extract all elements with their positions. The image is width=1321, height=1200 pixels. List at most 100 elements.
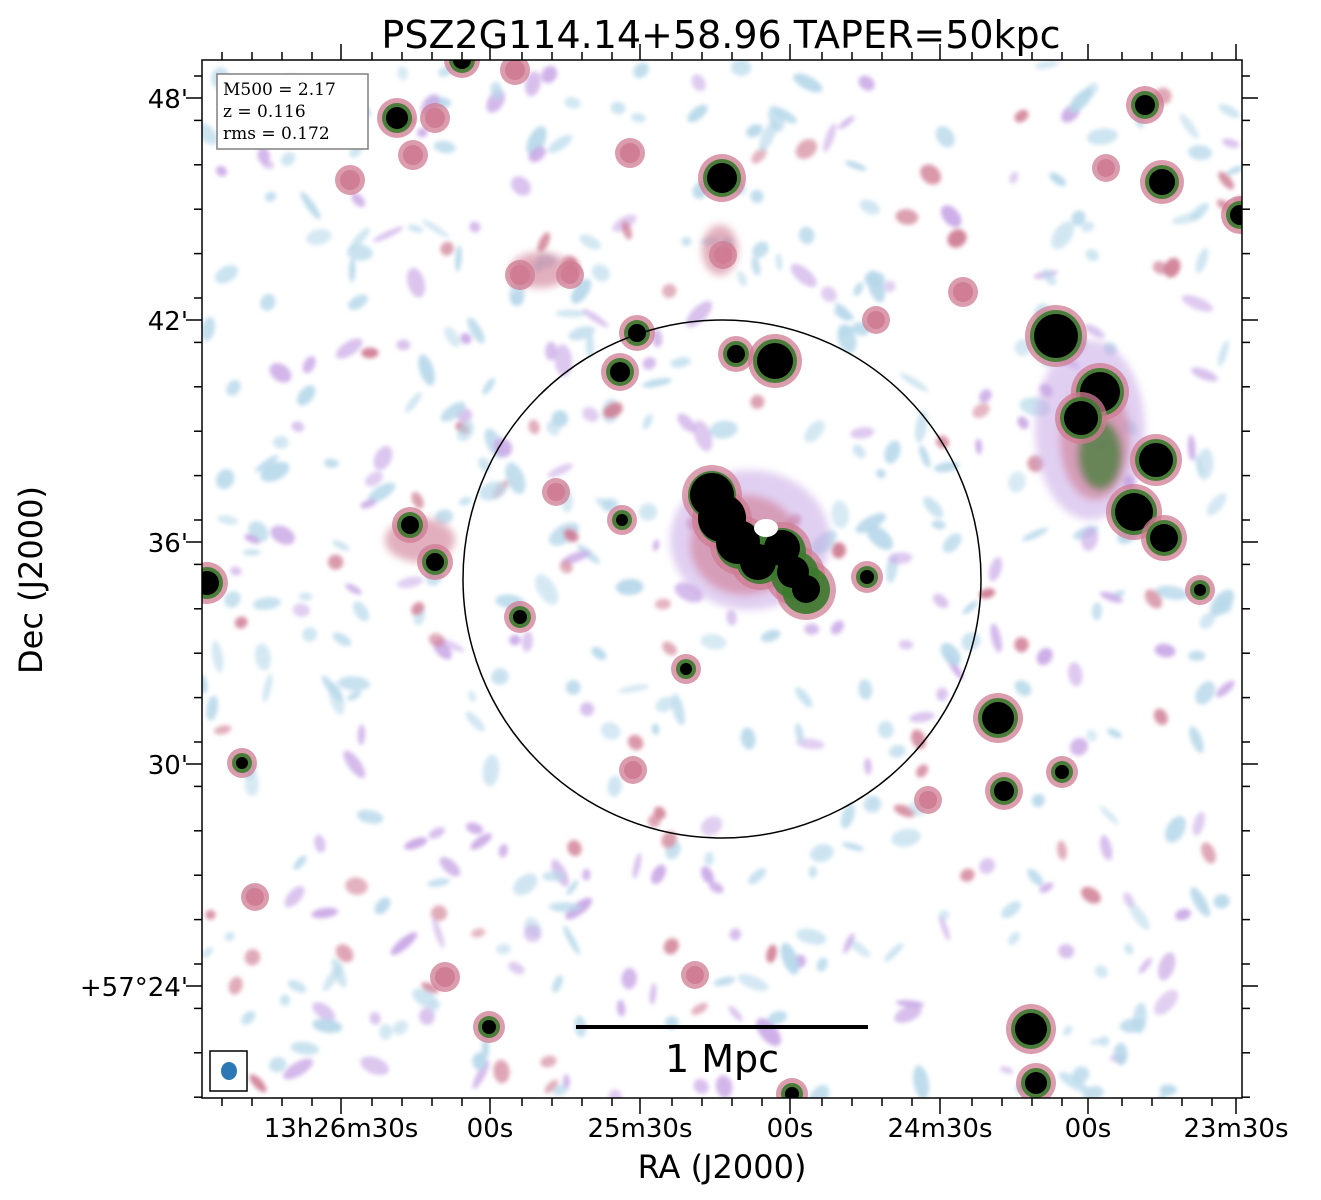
noise-blob bbox=[548, 902, 581, 913]
noise-blob bbox=[1042, 268, 1057, 286]
source-core bbox=[610, 362, 630, 382]
noise-blob bbox=[481, 1038, 490, 1060]
noise-blob bbox=[411, 602, 425, 616]
noise-blob bbox=[740, 727, 756, 750]
noise-blob bbox=[847, 938, 871, 958]
noise-blob bbox=[1022, 527, 1049, 542]
noise-blob bbox=[211, 640, 224, 673]
source-core bbox=[994, 781, 1014, 801]
noise-blob bbox=[608, 1089, 622, 1098]
noise-blob bbox=[932, 593, 949, 609]
noise-blob bbox=[544, 1079, 559, 1094]
noise-blob bbox=[228, 976, 243, 995]
noise-blob bbox=[357, 724, 366, 745]
noise-blob bbox=[850, 427, 875, 439]
noise-blob bbox=[891, 828, 921, 847]
noise-blob bbox=[1158, 952, 1176, 981]
ra-tick-label: 00s bbox=[467, 1114, 514, 1144]
noise-blob bbox=[335, 338, 363, 359]
noise-blob bbox=[373, 445, 393, 471]
noise-blob bbox=[244, 949, 261, 966]
noise-blob bbox=[458, 497, 472, 506]
noise-blob bbox=[935, 126, 955, 148]
noise-blob bbox=[1113, 1042, 1128, 1066]
noise-blob bbox=[482, 754, 500, 787]
noise-blob bbox=[1124, 943, 1134, 955]
noise-blob bbox=[312, 1018, 343, 1033]
noise-blob bbox=[562, 1074, 571, 1089]
noise-blob bbox=[831, 542, 846, 559]
noise-blob bbox=[884, 280, 896, 293]
noise-blob bbox=[471, 928, 486, 938]
noise-blob bbox=[1181, 295, 1214, 312]
noise-blob bbox=[567, 839, 582, 857]
noise-blob bbox=[1195, 681, 1216, 705]
noise-blob bbox=[1086, 729, 1097, 742]
noise-blob bbox=[610, 101, 626, 115]
noise-blob bbox=[709, 881, 724, 894]
noise-blob bbox=[1036, 647, 1053, 666]
noise-blob bbox=[888, 552, 913, 565]
noise-blob bbox=[434, 509, 454, 525]
noise-blob bbox=[229, 566, 242, 576]
noise-blob bbox=[369, 1011, 381, 1025]
axis-ticks bbox=[186, 44, 1258, 1114]
source-core bbox=[1055, 765, 1069, 779]
noise-blob bbox=[269, 362, 292, 383]
noise-blob bbox=[639, 503, 657, 521]
noise-blob bbox=[563, 528, 579, 543]
source-ring bbox=[953, 282, 973, 302]
noise-blob bbox=[262, 673, 273, 703]
noise-blob bbox=[406, 267, 426, 298]
noise-blob bbox=[291, 421, 305, 433]
noise-blob bbox=[1222, 138, 1240, 149]
noise-blob bbox=[580, 702, 595, 717]
noise-blob bbox=[630, 113, 646, 123]
noise-blob bbox=[439, 856, 461, 877]
noise-blob bbox=[843, 932, 855, 954]
source-core bbox=[202, 571, 219, 595]
noise-blob bbox=[555, 309, 587, 318]
noise-blob bbox=[496, 943, 511, 955]
radio-map-image: 1 Mpc M500 = 2.17 z = 0.116 rms = 0.172 bbox=[202, 60, 1242, 1098]
noise-blob bbox=[270, 525, 295, 545]
noise-blob bbox=[1213, 894, 1230, 909]
noise-blob bbox=[595, 497, 616, 509]
noise-blob bbox=[933, 461, 960, 473]
noise-blob bbox=[840, 803, 855, 829]
noise-blob bbox=[547, 463, 574, 478]
noise-blob bbox=[418, 1007, 435, 1025]
noise-blob bbox=[234, 616, 248, 629]
noise-blob bbox=[687, 104, 708, 123]
noise-blob bbox=[332, 632, 352, 647]
noise-blob bbox=[224, 591, 241, 608]
noise-blob bbox=[746, 124, 763, 138]
noise-blob bbox=[808, 866, 818, 878]
noise-blob bbox=[700, 633, 727, 650]
noise-blob bbox=[895, 209, 919, 225]
noise-blob bbox=[327, 554, 344, 570]
source-core bbox=[727, 345, 745, 363]
noise-blob bbox=[202, 122, 218, 145]
noise-blob bbox=[353, 601, 369, 622]
noise-blob bbox=[795, 687, 813, 708]
noise-blob bbox=[1165, 816, 1186, 843]
noise-blob bbox=[215, 165, 228, 177]
noise-blob bbox=[347, 690, 361, 701]
source-core bbox=[757, 343, 793, 379]
noise-blob bbox=[202, 316, 216, 342]
noise-blob bbox=[545, 341, 558, 361]
source-core bbox=[1194, 584, 1206, 596]
noise-blob bbox=[693, 420, 713, 452]
ra-tick-label: 00s bbox=[1065, 1114, 1112, 1144]
source-ring bbox=[561, 266, 579, 284]
noise-blob bbox=[750, 189, 764, 204]
noise-blob bbox=[642, 357, 657, 370]
noise-blob bbox=[206, 695, 219, 721]
noise-blob bbox=[1155, 585, 1189, 601]
noise-blob bbox=[328, 682, 345, 715]
noise-blob bbox=[709, 420, 738, 439]
noise-blob bbox=[621, 967, 637, 990]
noise-blob bbox=[600, 722, 621, 740]
noise-blob bbox=[1058, 1071, 1088, 1093]
